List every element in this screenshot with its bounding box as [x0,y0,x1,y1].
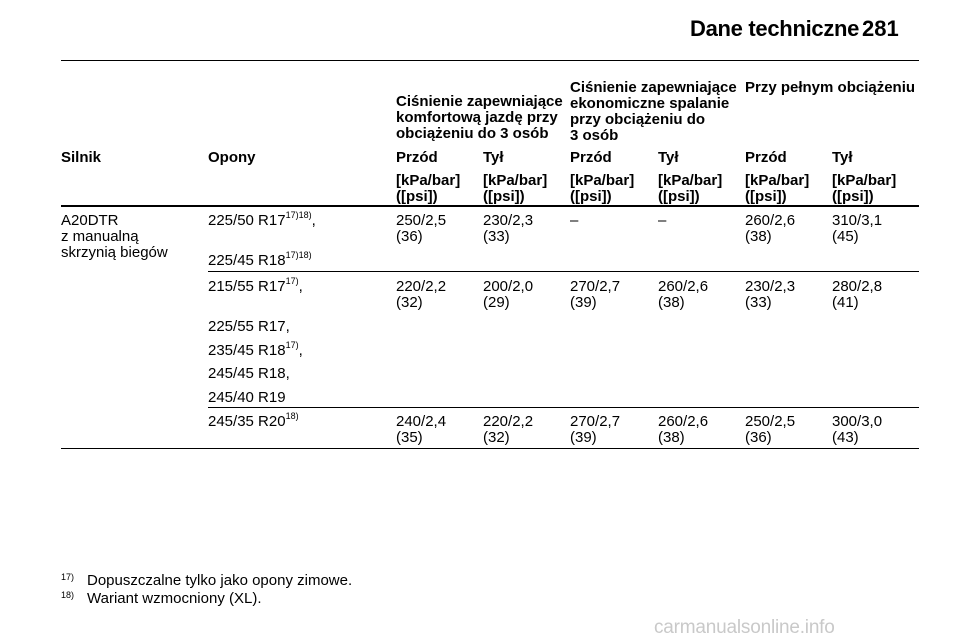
pressure-value: 310/3,1 [832,212,883,229]
tyre-size: 245/35 R2018) [208,411,299,430]
row-divider [208,271,919,272]
pressure-value: 250/2,5 [745,413,796,430]
footnote-ref: 17) [285,340,299,350]
tyre-size: 225/55 R17, [208,318,290,335]
header-rule [61,60,919,61]
footnote-number: 17) [61,572,75,582]
pressure-value: 300/3,0 [832,413,883,430]
pressure-psi: (39) [570,294,597,311]
unit-header: ([psi]) [658,188,700,205]
unit-header: [kPa/bar] [570,172,635,189]
pressure-value: 230/2,3 [745,278,796,295]
engine-cell: skrzynią biegów [61,244,168,261]
footnote-text: Wariant wzmocniony (XL). [87,590,262,607]
pressure-psi: (43) [832,429,859,446]
pressure-psi: (32) [396,294,423,311]
col-header-front: Przód [570,149,612,166]
pressure-psi: (35) [396,429,423,446]
tyre-size: 235/45 R1817), [208,340,303,359]
pressure-value: 260/2,6 [658,413,709,430]
pressure-psi: (33) [483,228,510,245]
group-header-line: ekonomiczne spalanie [570,95,730,112]
group-header-line: Ciśnienie zapewniające [396,93,563,110]
pressure-psi: (45) [832,228,859,245]
row-divider [208,407,919,408]
header-bottom-rule [61,205,919,207]
footnote-number: 18) [61,590,75,600]
pressure-psi: (33) [745,294,772,311]
col-header-rear: Tył [658,149,679,166]
page-number: 281 [862,16,899,41]
unit-header: ([psi]) [570,188,612,205]
pressure-value: 280/2,8 [832,278,883,295]
pressure-value: 270/2,7 [570,278,621,295]
unit-header: [kPa/bar] [658,172,723,189]
group-header-line: 3 osób [570,127,619,144]
unit-header: ([psi]) [832,188,874,205]
tyre-size: 225/45 R1817)18) [208,250,312,269]
pressure-value: 220/2,2 [396,278,447,295]
tyre-size: 245/45 R18, [208,365,290,382]
pressure-psi: (39) [570,429,597,446]
col-header-engine: Silnik [61,149,102,166]
pressure-value: 250/2,5 [396,212,447,229]
group-header-line: Przy pełnym obciążeniu [745,79,916,96]
col-header-front: Przód [396,149,438,166]
col-header-rear: Tył [832,149,853,166]
group-header-line: obciążeniu do 3 osób [396,125,549,142]
footnote-ref: 17)18) [285,250,312,260]
pressure-psi: (36) [396,228,423,245]
engine-cell: z manualną [61,228,139,245]
watermark: carmanualsonline.info [654,617,835,638]
pressure-value: 260/2,6 [745,212,796,229]
footnote-ref: 17)18) [285,210,312,220]
col-header-tyres: Opony [208,149,256,166]
page-title: Dane techniczne [690,16,860,41]
unit-header: ([psi]) [483,188,525,205]
pressure-psi: (41) [832,294,859,311]
unit-header: [kPa/bar] [832,172,897,189]
unit-header: [kPa/bar] [745,172,810,189]
group-header-line: komfortową jazdę przy [396,109,558,126]
pressure-value: 220/2,2 [483,413,534,430]
unit-header: ([psi]) [745,188,787,205]
pressure-psi: (38) [658,429,685,446]
unit-header: ([psi]) [396,188,438,205]
pressure-psi: (38) [745,228,772,245]
col-header-front: Przód [745,149,787,166]
pressure-value: – [658,212,667,229]
pressure-value: – [570,212,579,229]
footnote-ref: 18) [285,411,299,421]
footnote-text: Dopuszczalne tylko jako opony zimowe. [87,572,353,589]
tyre-size: 215/55 R1717), [208,276,303,295]
unit-header: [kPa/bar] [483,172,548,189]
pressure-value: 230/2,3 [483,212,534,229]
table-bottom-rule [61,448,919,449]
col-header-rear: Tył [483,149,504,166]
pressure-psi: (29) [483,294,510,311]
pressure-value: 270/2,7 [570,413,621,430]
pressure-psi: (36) [745,429,772,446]
pressure-value: 240/2,4 [396,413,447,430]
engine-cell: A20DTR [61,212,119,229]
group-header-line: przy obciążeniu do [570,111,706,128]
tyre-size: 225/50 R1717)18), [208,210,316,229]
pressure-value: 200/2,0 [483,278,534,295]
footnote-ref: 17) [285,276,299,286]
pressure-psi: (38) [658,294,685,311]
group-header-line: Ciśnienie zapewniające [570,79,737,96]
pressure-psi: (32) [483,429,510,446]
pressure-value: 260/2,6 [658,278,709,295]
tyre-size: 245/40 R19 [208,389,286,406]
unit-header: [kPa/bar] [396,172,461,189]
